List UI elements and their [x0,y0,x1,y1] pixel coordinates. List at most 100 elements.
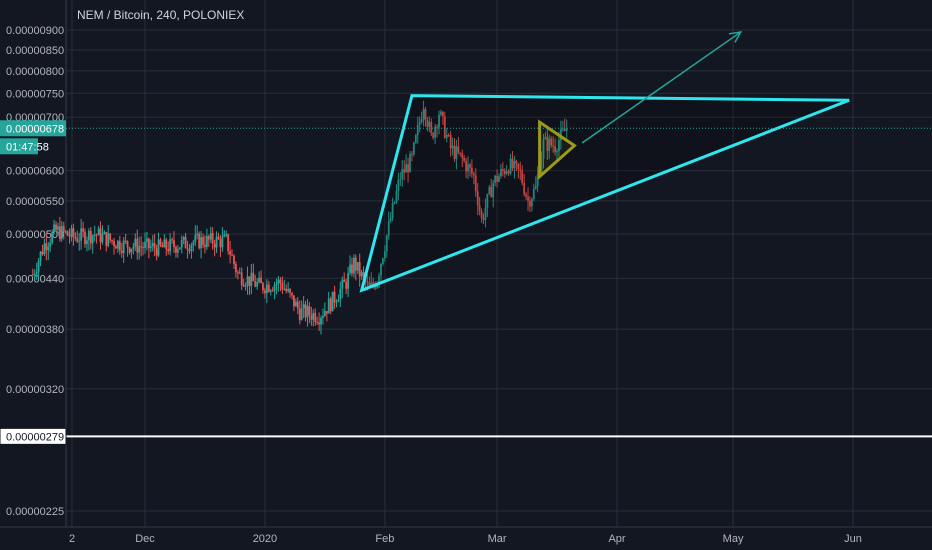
candle [459,152,462,157]
candle-body [252,272,255,282]
candle-body [291,292,293,296]
candle-body [432,133,435,138]
candle [105,231,108,252]
candle [412,141,415,157]
candle [33,269,36,280]
candle [124,233,127,244]
candle [496,169,498,188]
candle [74,232,77,242]
candle-body [117,240,119,249]
candle [265,279,268,304]
time-tick-label: May [723,533,744,545]
candle-body [194,235,197,243]
candle [445,128,448,143]
candle-body [378,275,380,283]
candle [351,257,353,277]
candle [264,287,266,299]
candle [447,133,450,138]
candle [453,138,456,162]
candle-body [507,171,510,174]
candle-body [463,157,466,161]
candle [107,224,110,248]
candle [536,166,539,193]
candle-body [37,260,40,272]
candle-body [269,290,272,292]
candle [159,237,162,248]
candle-body [47,246,50,251]
candle [109,232,112,244]
candle [285,284,288,294]
candle-body [372,282,375,285]
candle [200,231,202,259]
candle-body [225,234,228,236]
candle-body [414,135,417,143]
candle [184,232,187,249]
candle-body [540,158,543,174]
pennant-pattern [538,119,577,180]
candle [405,154,408,173]
price-tick-label: 0.00000750 [6,88,64,100]
candle-body [155,248,158,256]
candle [521,165,524,186]
candle [118,235,121,255]
time-tick-label: Dec [135,533,155,545]
candle [511,151,514,172]
candle-body [515,160,518,164]
candle [482,213,485,225]
candle [72,223,75,246]
candle [97,225,100,236]
candle [219,235,222,257]
candle [418,116,421,133]
candle-body [517,163,520,170]
candle [287,281,290,294]
candle-body [219,239,222,248]
candle-body [335,301,338,303]
candle-body [320,317,322,325]
candle [550,136,553,148]
candle [171,237,173,244]
candle-body [167,248,170,252]
candle-body [260,277,262,284]
candle [225,230,228,238]
candle-body [358,262,361,277]
candle-body [202,237,204,245]
candle [173,231,175,254]
candle [498,173,500,183]
candle-body [293,295,295,307]
candle [353,254,355,278]
candle-body [180,240,183,248]
candle [455,139,458,170]
candle [134,233,137,252]
candle [176,245,179,258]
candle-body [403,169,406,173]
ascending-triangle-pattern [359,94,850,293]
candle [304,301,307,322]
candle [45,233,48,261]
candle-body [107,233,110,246]
candle [329,296,332,315]
price-tick-label: 0.00000600 [6,166,64,178]
candle [440,109,442,117]
candle-body [31,274,34,276]
candle-body [93,234,96,236]
candle-body [147,238,150,249]
candle-body [200,237,202,249]
candle-body [45,243,48,251]
candle [234,261,237,278]
candle [151,235,154,252]
candle [438,110,440,135]
candle [39,250,42,267]
candle [62,221,65,240]
candle-body [53,224,55,233]
candle-body [407,164,409,173]
candle [341,276,344,299]
candle [320,315,322,335]
candle-body [519,169,522,171]
candle [217,232,220,240]
candle-body [146,238,148,242]
candle-body [111,240,113,242]
candle-body [401,169,404,180]
candle-body [333,291,336,303]
candle [529,196,531,213]
